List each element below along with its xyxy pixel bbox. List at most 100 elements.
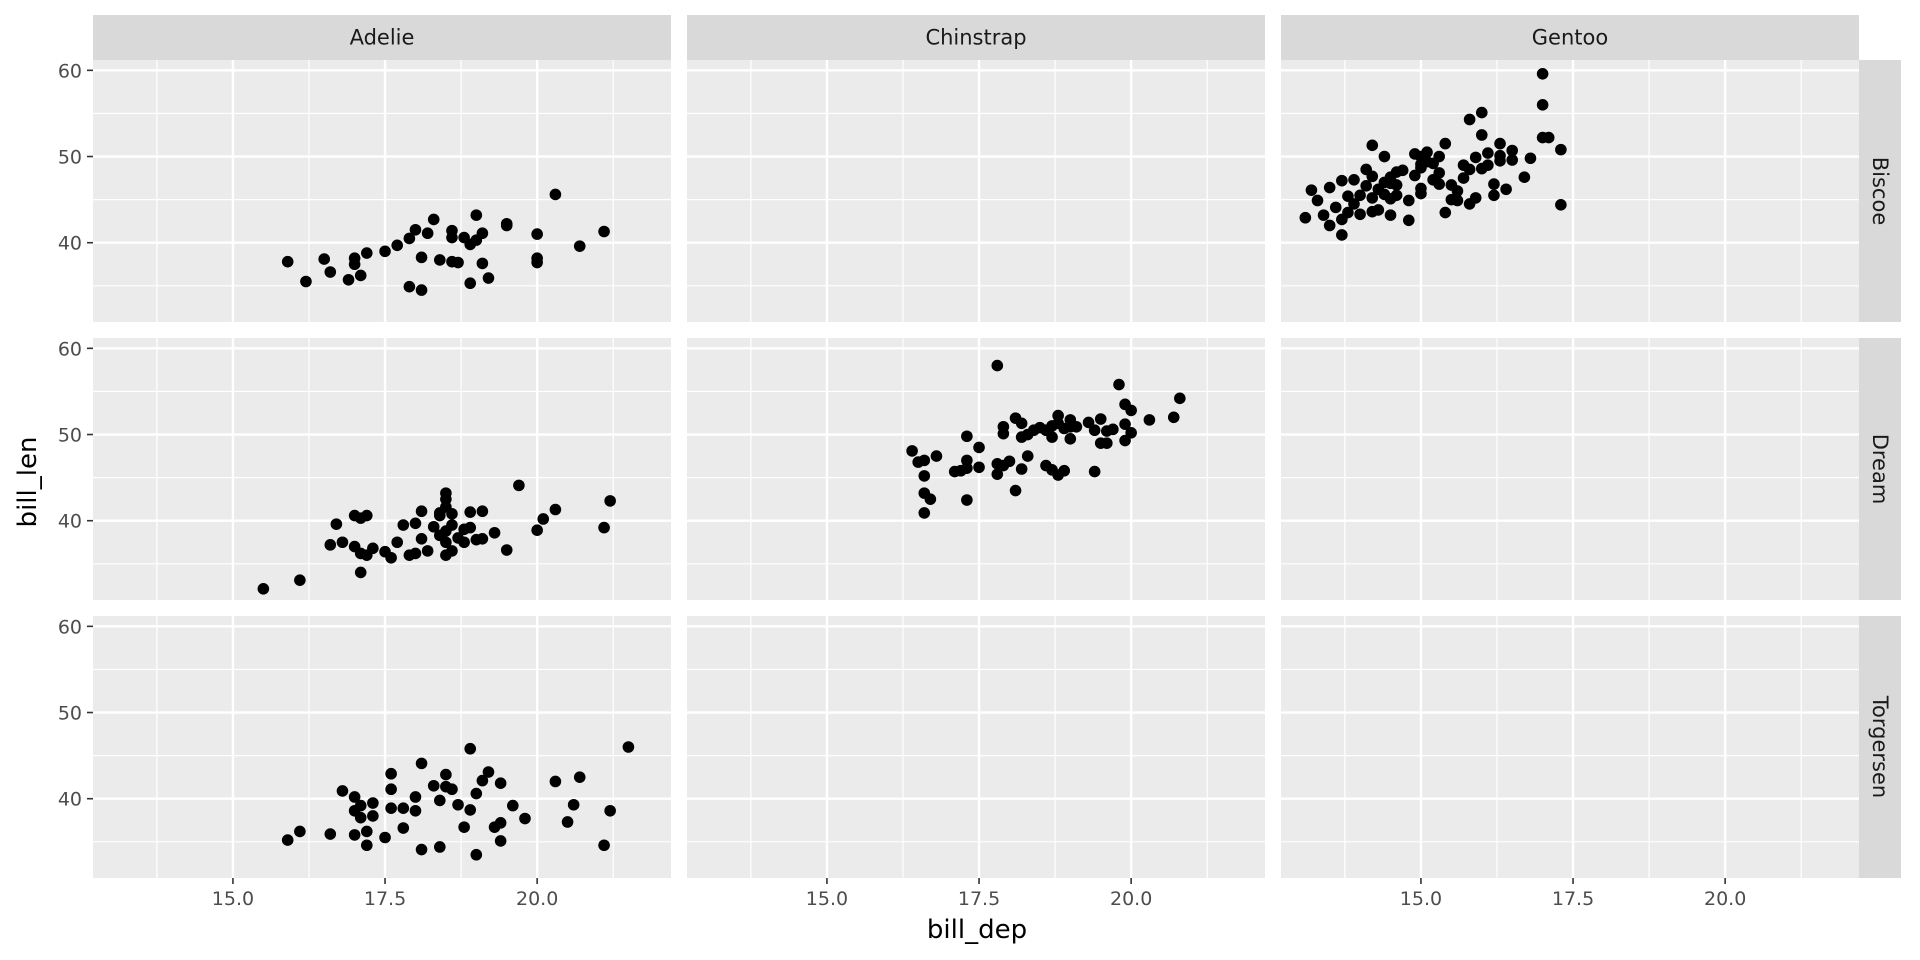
data-point bbox=[1070, 420, 1083, 433]
data-point bbox=[336, 536, 349, 549]
data-point bbox=[1500, 183, 1512, 196]
data-point bbox=[415, 757, 428, 770]
data-point bbox=[1451, 194, 1464, 207]
y-axis-title: bill_len bbox=[13, 437, 43, 528]
data-point bbox=[434, 254, 446, 266]
data-point bbox=[1488, 178, 1500, 190]
data-point bbox=[961, 430, 973, 443]
data-point bbox=[409, 547, 422, 560]
data-point bbox=[1366, 192, 1379, 204]
data-point bbox=[379, 245, 391, 258]
data-point bbox=[354, 566, 367, 579]
data-point bbox=[924, 493, 937, 505]
data-point bbox=[434, 794, 446, 807]
panel-adelie-dream bbox=[93, 338, 671, 600]
data-point bbox=[1555, 143, 1567, 156]
data-point bbox=[409, 804, 422, 817]
data-point bbox=[300, 275, 312, 288]
data-point bbox=[257, 582, 270, 595]
data-point bbox=[1336, 174, 1348, 187]
strip-label: Torgersen bbox=[1868, 695, 1892, 798]
data-point bbox=[415, 251, 428, 264]
data-point bbox=[1323, 181, 1336, 194]
data-point bbox=[446, 508, 458, 520]
data-point bbox=[622, 741, 635, 753]
data-point bbox=[470, 848, 483, 861]
data-point bbox=[470, 209, 483, 221]
data-point bbox=[1524, 152, 1537, 165]
data-point bbox=[360, 839, 373, 852]
data-point bbox=[482, 272, 495, 284]
data-point bbox=[482, 766, 495, 778]
data-point bbox=[1299, 211, 1312, 224]
data-point bbox=[360, 247, 373, 259]
data-point bbox=[1021, 428, 1034, 441]
data-point bbox=[1542, 131, 1555, 144]
data-point bbox=[391, 239, 404, 252]
strip-background bbox=[687, 15, 1265, 60]
data-point bbox=[1101, 437, 1113, 449]
data-point bbox=[1433, 178, 1445, 190]
data-point bbox=[549, 503, 562, 516]
x-tick-label: 17.5 bbox=[958, 888, 1000, 910]
data-point bbox=[1323, 219, 1336, 232]
data-point bbox=[918, 454, 931, 467]
strip-background bbox=[93, 15, 671, 60]
data-point bbox=[1046, 420, 1058, 432]
data-point bbox=[598, 521, 610, 534]
data-point bbox=[930, 450, 943, 462]
data-point bbox=[507, 799, 519, 812]
data-point bbox=[500, 217, 513, 230]
strip-label: Dream bbox=[1868, 434, 1892, 505]
data-point bbox=[1536, 99, 1549, 111]
panel-background bbox=[687, 60, 1265, 322]
data-point bbox=[1167, 411, 1180, 424]
data-point bbox=[446, 231, 458, 244]
data-point bbox=[1482, 147, 1494, 159]
panel-adelie-torgersen bbox=[93, 616, 671, 878]
panel-background bbox=[93, 338, 671, 600]
data-point bbox=[1506, 154, 1518, 166]
data-point bbox=[336, 785, 349, 797]
data-point bbox=[421, 227, 434, 240]
data-point bbox=[494, 817, 507, 829]
data-point bbox=[1469, 151, 1482, 164]
data-point bbox=[470, 787, 483, 800]
data-point bbox=[397, 519, 410, 531]
data-point bbox=[1348, 173, 1360, 186]
x-tick-label: 20.0 bbox=[516, 888, 558, 910]
data-point bbox=[1494, 137, 1506, 150]
data-point bbox=[549, 775, 562, 788]
data-point bbox=[348, 252, 361, 265]
data-point bbox=[427, 520, 440, 533]
panel-gentoo-dream bbox=[1281, 338, 1859, 600]
data-point bbox=[1311, 194, 1324, 207]
data-point bbox=[1409, 148, 1421, 160]
x-tick-label: 17.5 bbox=[364, 888, 406, 910]
data-point bbox=[427, 213, 440, 226]
data-point bbox=[1451, 185, 1464, 197]
data-point bbox=[385, 783, 397, 796]
data-point bbox=[1348, 198, 1360, 210]
strip-background bbox=[1859, 60, 1901, 322]
data-point bbox=[1113, 378, 1125, 391]
data-point bbox=[604, 495, 616, 507]
panel-adelie-biscoe bbox=[93, 60, 671, 322]
panel-chinstrap-biscoe bbox=[687, 60, 1265, 322]
data-point bbox=[494, 835, 507, 847]
data-point bbox=[318, 253, 331, 265]
data-point bbox=[1143, 414, 1156, 426]
data-point bbox=[1457, 172, 1470, 184]
strip-row-torgersen: Torgersen bbox=[1859, 616, 1901, 878]
data-point bbox=[1329, 201, 1342, 214]
data-point bbox=[458, 536, 470, 549]
data-point bbox=[397, 822, 410, 834]
data-point bbox=[1174, 392, 1186, 405]
panel-chinstrap-dream bbox=[687, 338, 1265, 600]
strip-col-adelie: Adelie bbox=[93, 15, 671, 60]
data-point bbox=[961, 494, 973, 506]
data-point bbox=[452, 256, 464, 269]
data-point bbox=[342, 273, 355, 286]
data-point bbox=[1469, 192, 1482, 204]
data-point bbox=[360, 825, 373, 838]
